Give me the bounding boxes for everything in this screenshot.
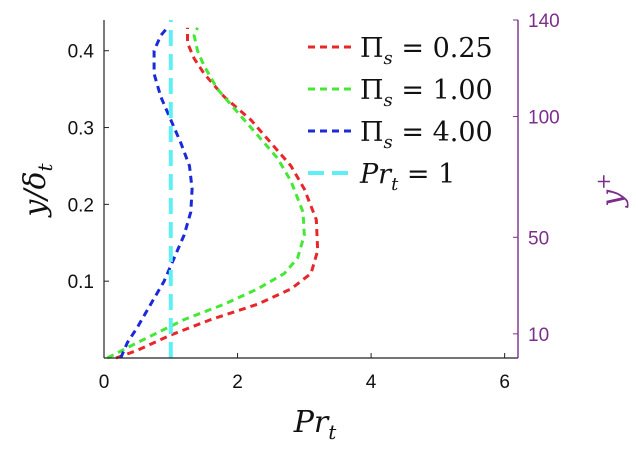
ticks: 0 2 4 6 0.1 0.2 0.3 0.4 10 50 100 140 — [68, 11, 560, 393]
x-tick-label-3: 6 — [499, 372, 510, 393]
y2-tick-label-1: 50 — [528, 228, 549, 249]
x-tick-label-1: 2 — [232, 372, 243, 393]
legend-label-3: Πs = 4.00 — [360, 117, 493, 153]
y2-tick-label-2: 100 — [528, 108, 560, 129]
legend-label-2: Πs = 1.00 — [360, 75, 493, 111]
y-tick-label-2: 0.3 — [68, 119, 94, 140]
axes — [103, 20, 519, 359]
y-tick-label-3: 0.4 — [68, 42, 95, 63]
y-axis-title: y/δt — [18, 162, 57, 218]
y2-axis-title: y+ — [591, 173, 630, 209]
y-axis-title-main: y/δ — [18, 171, 53, 218]
series-line-3 — [119, 26, 194, 359]
legend-label-4: Prt = 1 — [359, 159, 455, 195]
legend: Πs = 0.25 Πs = 1.00 Πs = 4.00 Prt = 1 — [308, 33, 493, 195]
y-tick-label-1: 0.2 — [68, 195, 94, 216]
y-tick-label-0: 0.1 — [68, 272, 94, 293]
legend-label-1: Πs = 0.25 — [360, 33, 493, 69]
series-line-1 — [115, 27, 320, 360]
series-line-2 — [106, 27, 306, 360]
x-axis-title-sub: t — [328, 420, 337, 444]
x-axis-title: Prt — [293, 405, 338, 444]
x-axis-title-main: Pr — [293, 405, 330, 440]
y-axis-title-sub: t — [33, 162, 57, 171]
plot-series — [106, 20, 320, 360]
y2-axis-title-sup: + — [591, 173, 615, 190]
y2-axis-title-main: y — [595, 189, 630, 209]
y2-tick-label-3: 140 — [528, 11, 560, 32]
x-tick-label-0: 0 — [99, 372, 110, 393]
y2-tick-label-0: 10 — [528, 325, 549, 346]
x-tick-label-2: 4 — [366, 372, 377, 393]
